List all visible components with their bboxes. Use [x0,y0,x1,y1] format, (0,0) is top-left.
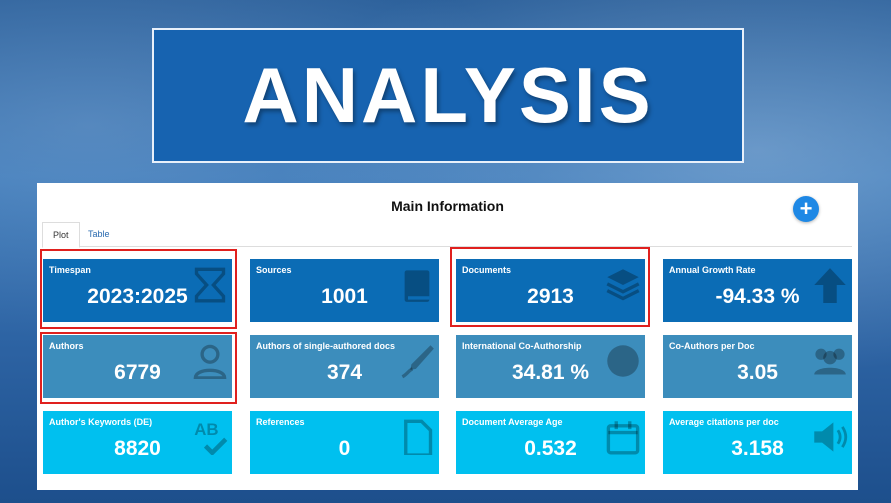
card-value: 34.81 % [511,361,590,384]
stat-card: Average citations per doc 3.158 [663,411,852,474]
stat-card: Sources 1001 [250,259,439,322]
stat-card: Co-Authors per Doc 3.05 [663,335,852,398]
card-icon [607,345,639,377]
stat-card: References 0 [250,411,439,474]
stat-card: AB Author's Keywords (DE) 8820 [43,411,232,474]
stat-card: International Co-Authorship 34.81 % [456,335,645,398]
panel-title: Main Information [391,198,504,214]
card-icon [404,419,433,455]
stat-card: Annual Growth Rate -94.33 % [663,259,852,322]
card-label: Timespan [49,265,91,275]
svg-text:AB: AB [194,420,218,439]
highlight-box [40,332,237,404]
card-value: 0 [338,437,351,460]
card-icon [194,267,226,303]
card-icon [401,345,434,379]
card-icon [606,421,640,455]
card-label: Authors of single-authored docs [256,341,396,351]
panel: Main Information + Plot Table Timespan 20… [37,183,858,490]
title-banner: ANALYSIS [152,28,744,163]
card-label: Document Average Age [462,417,563,427]
card-value: 2023:2025 [87,285,188,308]
tab[interactable]: Plot [42,222,80,248]
card-label: Annual Growth Rate [669,265,756,275]
card-icon [404,270,430,302]
card-icon [814,422,848,452]
card-value: 8820 [114,437,161,460]
stat-card: Timespan 2023:2025 [43,259,232,322]
card-value: 0.532 [524,437,577,460]
card-value: -94.33 % [715,285,800,308]
card-label: Authors [49,341,84,351]
card-value: 1001 [321,285,368,308]
highlight-box [40,249,237,329]
add-button[interactable]: + [793,196,819,222]
card-value: 3.158 [731,437,784,460]
tab[interactable]: Table [88,229,110,239]
card-label: Sources [256,265,292,275]
card-label: Author's Keywords (DE) [49,417,153,427]
card-label: Co-Authors per Doc [669,341,755,351]
card-value: 2913 [527,285,574,308]
card-label: Average citations per doc [669,417,779,427]
stat-card: Authors 6779 [43,335,232,398]
card-label: References [256,417,305,427]
card-value: 374 [326,361,363,384]
highlight-box [450,247,650,327]
card-icon [193,344,227,379]
card-icon [606,269,640,301]
card-value: 3.05 [737,361,778,384]
card-label: International Co-Authorship [462,341,582,351]
tabs: Plot Table [42,222,852,248]
stat-card: Document Average Age 0.532 [456,411,645,474]
card-icon [814,348,846,375]
card-value: 6779 [114,361,161,384]
card-icon [814,268,846,303]
title: ANALYSIS [242,51,654,139]
card-icon: AB [194,420,228,455]
stat-card: Documents 2913 [456,259,645,322]
card-label: Documents [462,265,512,275]
stat-card: Authors of single-authored docs 374 [250,335,439,398]
